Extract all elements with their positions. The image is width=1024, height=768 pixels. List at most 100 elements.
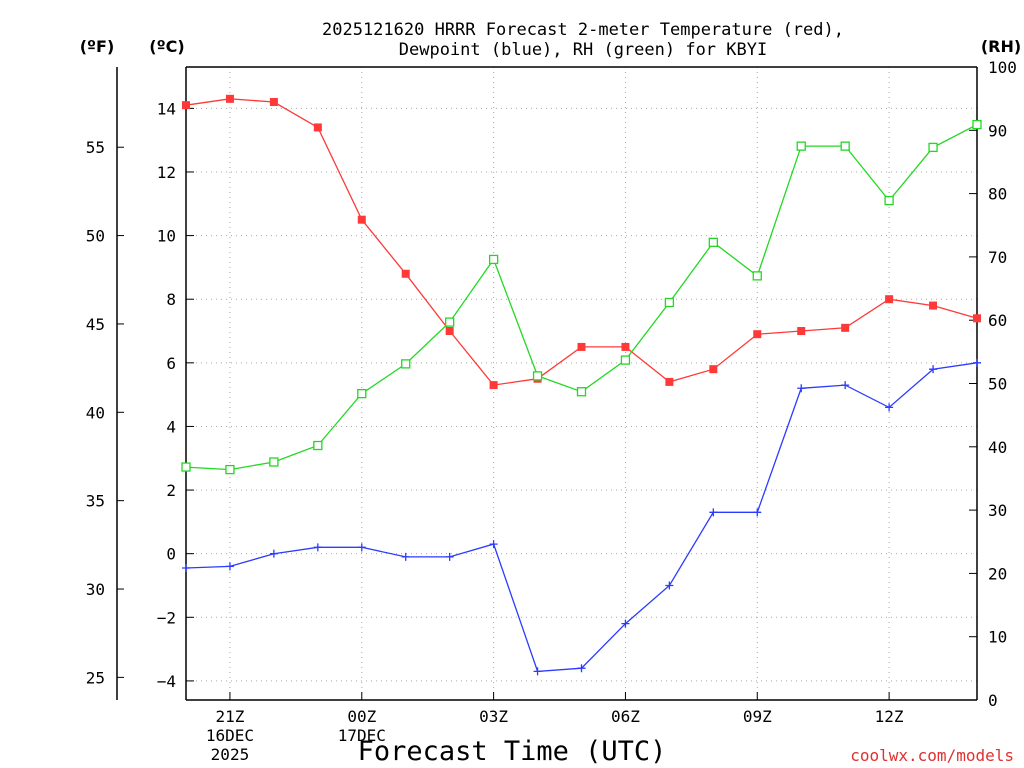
temperature-point [269, 97, 278, 106]
dewpoint-point [929, 365, 938, 374]
rh-tick-label: 40 [988, 438, 1007, 457]
dewpoint-point [577, 664, 586, 673]
dewpoint-point [665, 581, 674, 590]
temperature-point [577, 342, 586, 351]
dewpoint-point [533, 667, 542, 676]
celsius-unit-label: (ºC) [149, 37, 184, 56]
temperature-point [973, 314, 981, 323]
x-axis-title: Forecast Time (UTC) [358, 736, 667, 767]
rh-tick-label: 30 [988, 501, 1007, 520]
rh-point [445, 317, 455, 327]
rh-point [269, 457, 279, 467]
rh-point [313, 440, 323, 451]
dewpoint-point [709, 508, 718, 517]
fahrenheit-tick-label: 25 [86, 668, 105, 687]
rh-point [972, 119, 982, 130]
temperature-point [357, 215, 366, 224]
chart-title-line-1: 2025121620 HRRR Forecast 2-meter Tempera… [322, 20, 844, 40]
rh-point [884, 195, 894, 206]
temperature-line [185, 98, 978, 386]
temperature-series [182, 94, 981, 390]
dewpoint-point [445, 552, 454, 561]
fahrenheit-tick-label: 55 [86, 138, 105, 157]
rh-tick-label: 60 [988, 311, 1007, 330]
rh-point [532, 371, 543, 381]
chart-title-line-2: Dewpoint (blue), RH (green) for KBYI [399, 40, 767, 60]
x-tick-label: 12Z [875, 707, 904, 726]
x-tick-label: 03Z [479, 707, 508, 726]
celsius-tick-label: 6 [166, 354, 176, 373]
rh-tick-label: 80 [988, 185, 1007, 204]
celsius-tick-label: 10 [157, 227, 176, 246]
temperature-point [225, 94, 234, 103]
tick-labels: −4 −2 0 2 4 6 8 10 12 14 25 30 35 40 45 50 55 0 10 20 30 40 50… [86, 58, 1017, 764]
rh-tick-label: 20 [988, 564, 1007, 583]
rh-point [225, 464, 235, 475]
axes [116, 66, 978, 701]
rh-point [401, 359, 411, 369]
rh-point [576, 387, 587, 397]
grid-lines [186, 67, 977, 700]
rh-point [752, 271, 762, 281]
x-tick-label: 00Z 17DEC [338, 707, 386, 745]
rh-point [796, 141, 806, 151]
dewpoint-line [185, 362, 978, 673]
temperature-point [929, 301, 938, 310]
rh-tick-label: 10 [988, 628, 1007, 647]
temperature-point [841, 323, 850, 332]
rh-point [488, 254, 499, 265]
dewpoint-point [225, 562, 234, 571]
source-credit: coolwx.com/models [850, 746, 1014, 765]
dewpoint-point [182, 563, 190, 572]
rh-point [181, 462, 191, 472]
dewpoint-point [753, 508, 762, 517]
temperature-point [885, 295, 894, 304]
temperature-point [621, 342, 630, 351]
temperature-point [489, 381, 498, 390]
rh-line [185, 124, 978, 471]
temperature-point [753, 330, 762, 339]
temperature-point [182, 101, 190, 110]
fahrenheit-unit-label: (ºF) [80, 37, 115, 56]
dewpoint-point [841, 381, 850, 390]
rh-series [181, 119, 982, 475]
rh-point [840, 141, 850, 151]
dewpoint-series [182, 358, 981, 676]
rh-tick-label: 90 [988, 121, 1007, 140]
x-tick-label: 09Z [743, 707, 772, 726]
dewpoint-point [489, 540, 498, 549]
rh-tick-label: 70 [988, 248, 1007, 267]
dewpoint-point [269, 549, 278, 558]
rh-tick-label: 50 [988, 375, 1007, 394]
x-tick-label: 06Z [611, 707, 640, 726]
celsius-tick-label: 12 [157, 163, 176, 182]
rh-point [664, 297, 675, 308]
celsius-tick-label: −2 [157, 608, 176, 627]
dewpoint-point [973, 358, 981, 367]
rh-tick-label: 0 [988, 691, 998, 710]
rh-point [357, 388, 367, 399]
fahrenheit-tick-label: 50 [86, 227, 105, 246]
celsius-tick-label: 14 [157, 99, 176, 118]
fahrenheit-tick-label: 40 [86, 403, 105, 422]
chart-title: 2025121620 HRRR Forecast 2-meter Tempera… [322, 20, 844, 60]
fahrenheit-tick-label: 45 [86, 315, 105, 334]
rh-point [928, 142, 938, 153]
fahrenheit-tick-label: 35 [86, 492, 105, 511]
x-tick-label: 21Z 16DEC 2025 [206, 707, 254, 764]
rh-point [708, 237, 718, 247]
temperature-point [665, 377, 674, 386]
celsius-tick-label: 2 [166, 481, 176, 500]
dewpoint-point [621, 619, 630, 628]
temperature-point [797, 327, 806, 336]
dewpoint-point [357, 543, 366, 552]
data-series [181, 94, 982, 676]
dewpoint-point [885, 403, 894, 412]
temperature-point [313, 123, 322, 132]
dewpoint-point [313, 543, 322, 552]
temperature-point [709, 365, 718, 374]
celsius-tick-label: 0 [166, 545, 176, 564]
rh-point [620, 355, 631, 365]
fahrenheit-tick-label: 30 [86, 580, 105, 599]
